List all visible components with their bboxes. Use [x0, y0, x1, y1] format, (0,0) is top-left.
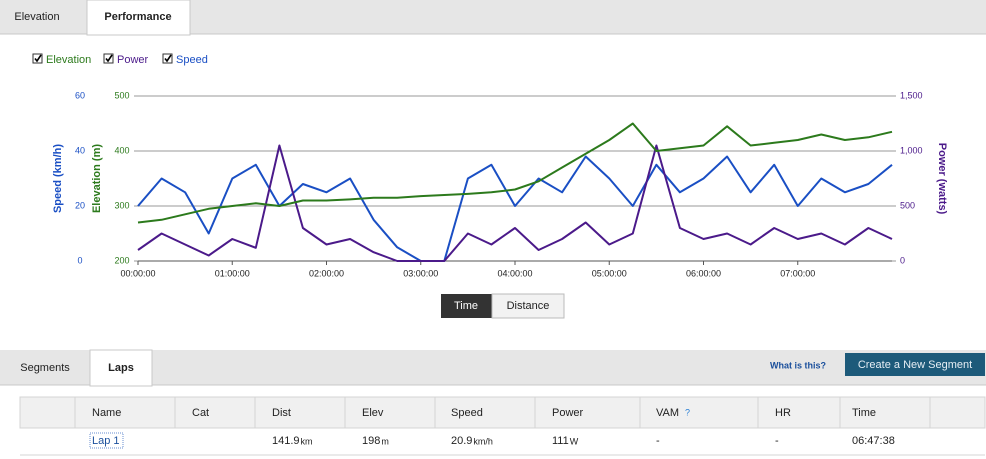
column-header: HR	[775, 407, 791, 419]
cell: -	[656, 435, 660, 447]
legend-check[interactable]	[105, 54, 113, 63]
legend-checkbox[interactable]	[32, 53, 43, 64]
toggle-active[interactable]	[441, 294, 492, 318]
cell-value: 111	[552, 435, 569, 447]
column-header: Speed	[451, 407, 483, 419]
y3-tick-label: 40	[75, 145, 85, 155]
column-header: Power	[552, 407, 584, 419]
column-header: Name	[92, 407, 121, 419]
legend-label[interactable]: Elevation	[46, 54, 91, 66]
help-icon[interactable]: ?	[685, 407, 690, 417]
legend-checkbox[interactable]	[162, 53, 173, 64]
x-tick-label: 00:00:00	[120, 268, 155, 278]
column-header: VAM	[656, 407, 679, 419]
x-tick-label: 07:00:00	[780, 268, 815, 278]
legend-checkbox[interactable]	[103, 53, 114, 64]
x-tick-label: 02:00:00	[309, 268, 344, 278]
tab[interactable]: Segments	[20, 362, 70, 374]
y3-tick-label: 0	[77, 255, 82, 265]
cell: 06:47:38	[852, 435, 895, 447]
cell-value: 20.9	[451, 435, 472, 447]
column-header: Time	[852, 407, 876, 419]
active-tab[interactable]	[86, 0, 191, 36]
toggle-inactive[interactable]	[491, 293, 565, 319]
cell-unit: m	[381, 436, 389, 446]
toggle-label[interactable]: Distance	[507, 300, 550, 312]
y2-tick-label: 1,000	[900, 145, 923, 155]
y-tick-label: 300	[114, 200, 129, 210]
y-tick-label: 400	[114, 145, 129, 155]
cell-value: 198	[362, 435, 380, 447]
x-tick-label: 01:00:00	[215, 268, 250, 278]
lower-tab-bar	[0, 350, 986, 385]
x-tick-label: 05:00:00	[592, 268, 627, 278]
legend-label[interactable]: Power	[117, 54, 149, 66]
y2-tick-label: 0	[900, 255, 905, 265]
legend-check[interactable]	[34, 54, 42, 63]
help-link[interactable]: What is this?	[770, 360, 826, 370]
column-header: Dist	[272, 407, 291, 419]
y3-tick-label: 60	[75, 90, 85, 100]
y2-tick-label: 500	[900, 200, 915, 210]
x-tick-label: 06:00:00	[686, 268, 721, 278]
active-tab[interactable]	[89, 349, 153, 387]
lap-link[interactable]: Lap 1	[92, 435, 120, 447]
legend-check[interactable]	[164, 54, 172, 63]
series-line	[137, 122, 893, 224]
create-button[interactable]	[845, 353, 985, 376]
y-tick-label: 200	[114, 255, 129, 265]
y3-tick-label: 20	[75, 200, 85, 210]
cell-unit: W	[570, 436, 579, 446]
cell: -	[775, 435, 779, 447]
tab[interactable]: Elevation	[14, 11, 59, 23]
tab[interactable]: Performance	[104, 11, 171, 23]
axis-title: Elevation (m)	[91, 144, 103, 213]
column-header: Cat	[192, 407, 209, 419]
toggle-label[interactable]: Time	[454, 300, 478, 312]
lap-link-box[interactable]	[89, 432, 124, 449]
table-header	[19, 396, 986, 429]
create-button-label[interactable]: Create a New Segment	[858, 359, 972, 371]
cell-unit: km	[301, 436, 313, 446]
cell-value: 141.9	[272, 435, 300, 447]
y-tick-label: 500	[114, 90, 129, 100]
column-header: Elev	[362, 407, 384, 419]
x-tick-label: 03:00:00	[403, 268, 438, 278]
y2-tick-label: 1,500	[900, 90, 923, 100]
cell-unit: km/h	[473, 436, 493, 446]
tab[interactable]: Laps	[108, 362, 134, 374]
axis-title: Speed (km/h)	[52, 144, 64, 213]
legend-label[interactable]: Speed	[176, 54, 208, 66]
series-line	[137, 144, 893, 262]
series-line	[137, 155, 893, 262]
axis-title: Power (watts)	[936, 143, 948, 215]
x-tick-label: 04:00:00	[497, 268, 532, 278]
